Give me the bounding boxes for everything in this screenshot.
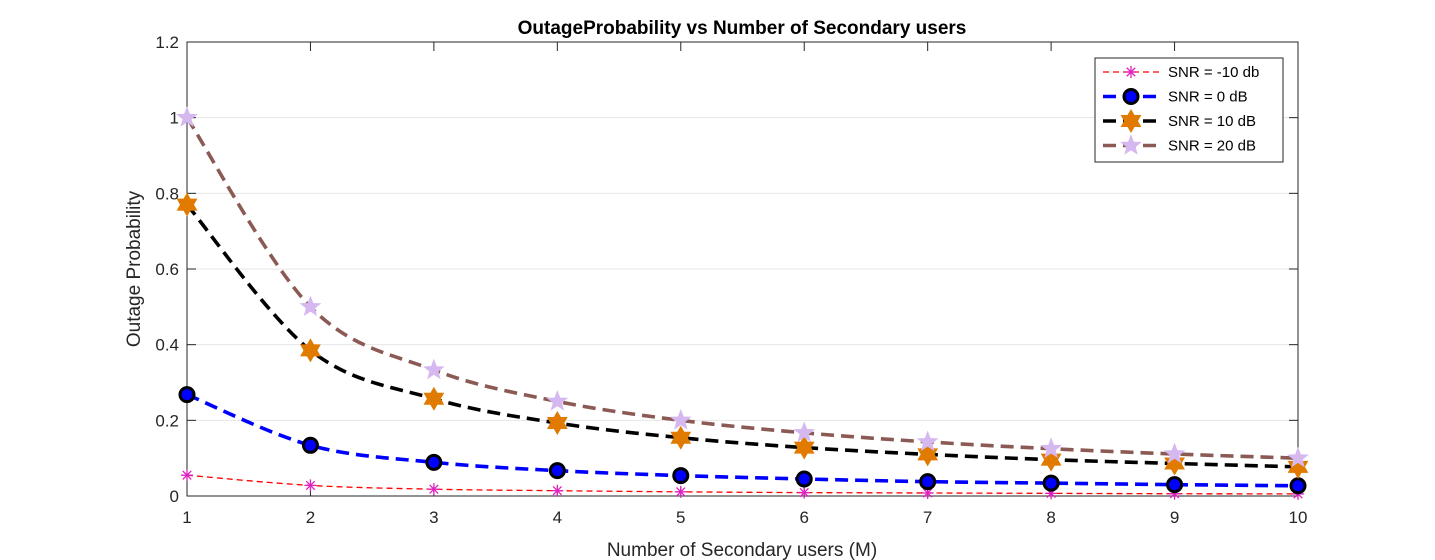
x-tick-label: 8: [1046, 508, 1055, 527]
legend-entry: SNR = 0 dB: [1103, 88, 1248, 106]
legend-label: SNR = 20 dB: [1168, 138, 1256, 155]
tick-labels: 0 0.2 0.4 0.6 0.8 1 1.2 1 2 3 4 5 6 7 8 9 10: [155, 33, 1307, 527]
legend-marker: [1120, 109, 1142, 133]
legend-entry: SNR = -10 db: [1103, 64, 1259, 81]
x-tick-label: 3: [429, 508, 438, 527]
legend-marker: [1120, 134, 1142, 155]
x-tick-label: 9: [1170, 508, 1179, 527]
y-tick-label: 0.8: [155, 184, 179, 203]
data-point: [546, 389, 569, 411]
series-3: [176, 192, 1309, 479]
y-axis-label: Outage Probability: [124, 190, 145, 347]
data-point: [176, 106, 198, 127]
x-tick-label: 1: [182, 508, 191, 527]
data-point: [1042, 474, 1060, 492]
data-point: [1163, 442, 1186, 464]
y-tick-label: 1.2: [155, 33, 179, 52]
y-tick-label: 0: [170, 487, 179, 506]
legend: SNR = -10 db SNR = 0 dB SNR = 10 dB SNR = 2…: [1094, 57, 1284, 163]
legend-entry: SNR = 20 dB: [1103, 134, 1256, 155]
data-point: [919, 473, 937, 491]
data-point: [548, 462, 566, 480]
data-point: [304, 479, 317, 492]
x-tick-label: 5: [676, 508, 685, 527]
x-tick-label: 6: [799, 508, 808, 527]
data-point: [670, 425, 692, 450]
x-tick-label: 2: [306, 508, 315, 527]
x-axis-label: Number of Secondary users (M): [607, 540, 877, 560]
data-point: [1040, 437, 1062, 458]
data-point: [669, 408, 692, 430]
series-line: [185, 116, 1299, 460]
grid-lines: [187, 117, 1298, 421]
data-point: [793, 435, 815, 460]
chart-title: OutageProbability vs Number of Secondary…: [518, 18, 967, 39]
x-tick-label: 7: [923, 508, 932, 527]
data-point: [1287, 446, 1309, 468]
data-point: [423, 386, 445, 411]
legend-marker: [1125, 66, 1137, 78]
data-point: [1166, 476, 1184, 494]
data-point: [181, 469, 193, 482]
series-layer: [176, 106, 1309, 500]
data-point: [427, 483, 440, 496]
data-point: [176, 192, 198, 217]
series-2: [178, 386, 1307, 495]
data-point: [425, 453, 443, 471]
data-point: [795, 470, 813, 488]
series-line: [186, 392, 1299, 488]
data-point: [551, 484, 564, 497]
series-1: [181, 469, 1304, 500]
x-tick-label: 10: [1289, 508, 1308, 527]
series-line: [185, 203, 1299, 469]
data-point: [1289, 477, 1307, 495]
data-point: [301, 436, 319, 454]
legend-label: SNR = 0 dB: [1168, 89, 1248, 106]
x-tick-label: 4: [553, 508, 562, 527]
series-line: [186, 474, 1299, 495]
series-4: [176, 106, 1309, 468]
legend-marker: [1122, 88, 1140, 105]
data-point: [300, 338, 321, 363]
y-tick-label: 0.6: [155, 260, 179, 279]
y-tick-label: 1: [170, 109, 179, 128]
legend-entry: SNR = 10 dB: [1103, 109, 1256, 133]
data-point: [674, 485, 687, 498]
data-point: [672, 467, 690, 485]
y-tick-label: 0.4: [155, 336, 179, 355]
data-point: [178, 386, 196, 404]
legend-label: SNR = 10 dB: [1168, 113, 1256, 130]
data-point: [423, 358, 445, 380]
data-point: [546, 410, 568, 435]
legend-label: SNR = -10 db: [1168, 64, 1259, 81]
data-point: [299, 295, 322, 317]
data-point: [916, 430, 939, 452]
y-tick-label: 0.2: [155, 411, 179, 430]
data-point: [798, 486, 811, 499]
data-point: [793, 421, 816, 443]
